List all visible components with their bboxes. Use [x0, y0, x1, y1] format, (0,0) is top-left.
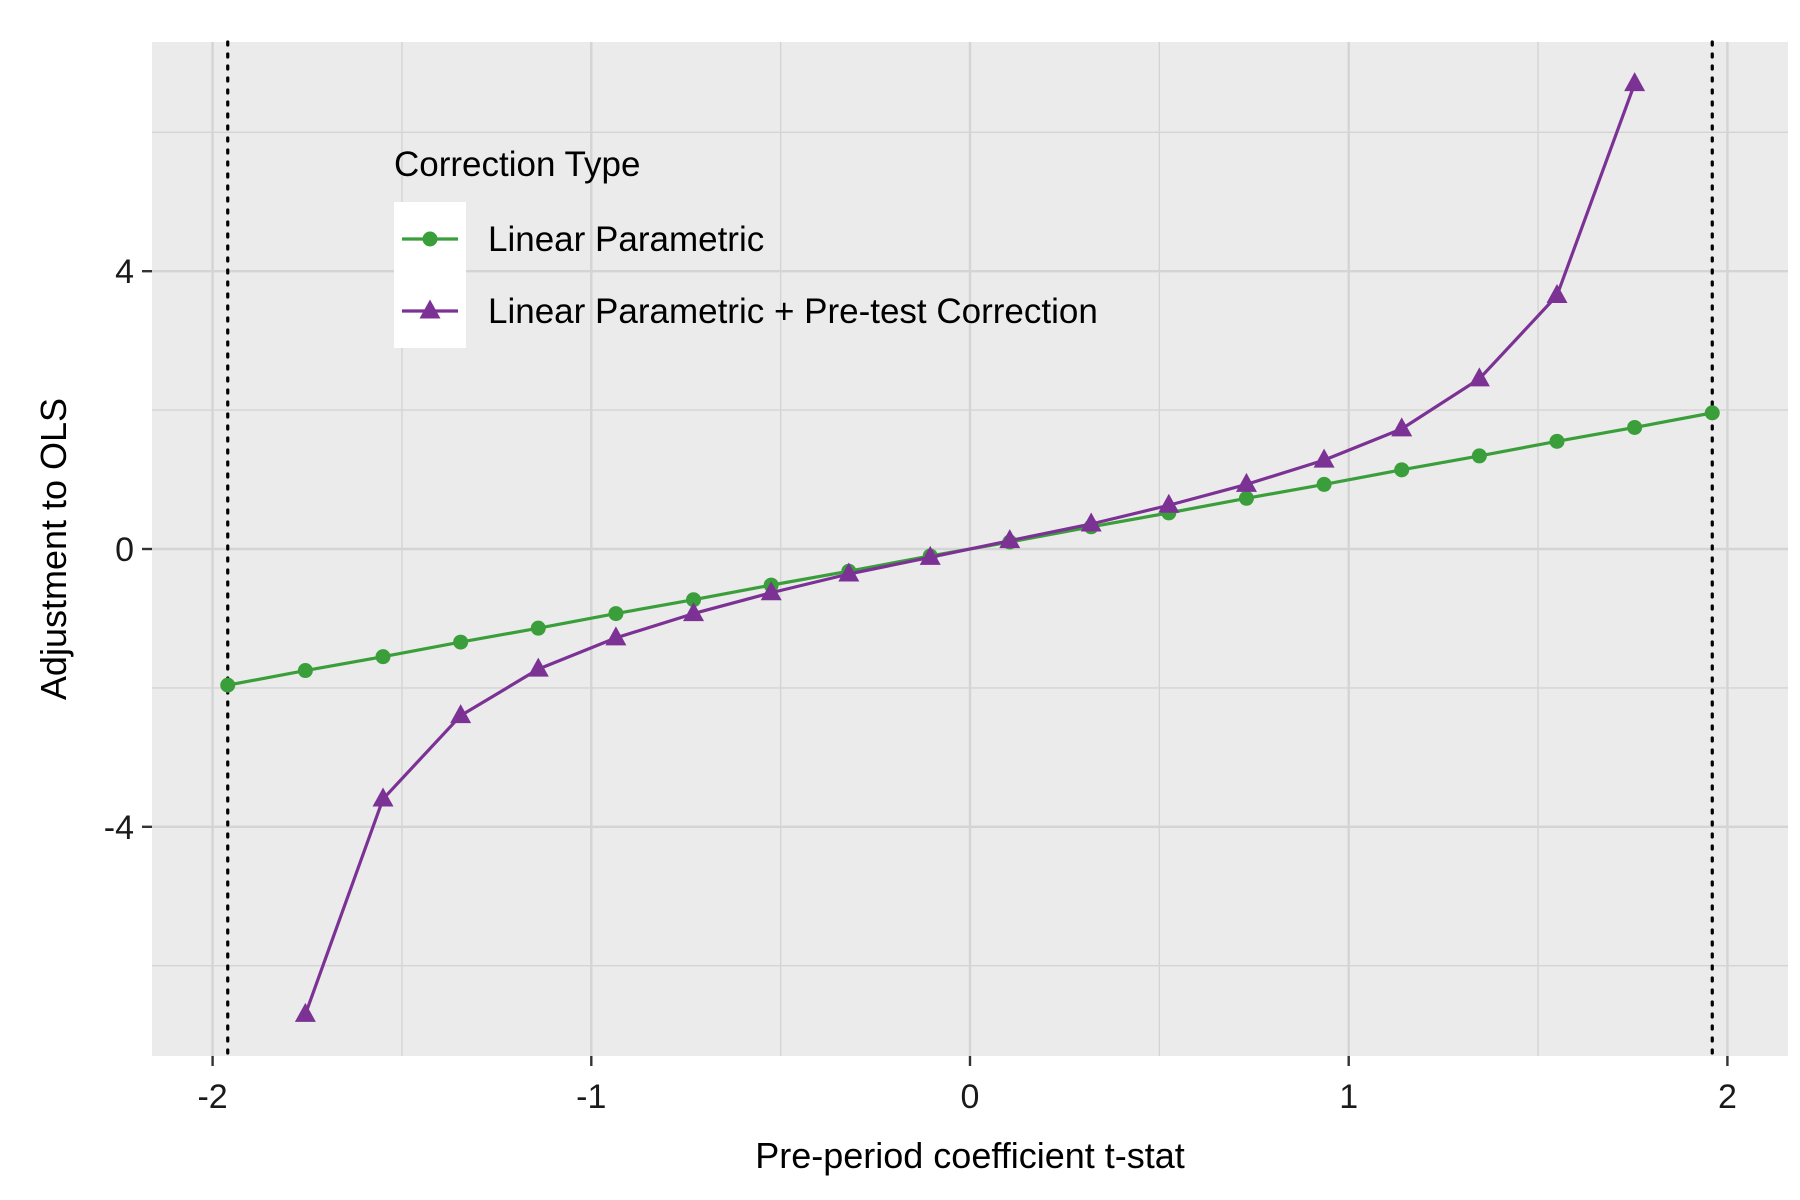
- reference-lines: [226, 40, 1714, 1058]
- y-axis: -4 0 4: [104, 253, 152, 847]
- data-point: [297, 663, 313, 679]
- data-point: [1391, 417, 1413, 437]
- data-point: [999, 529, 1021, 549]
- data-point: [605, 626, 627, 646]
- data-point: [1624, 72, 1646, 92]
- data-point: [1235, 472, 1257, 492]
- series-2: [294, 72, 1646, 1022]
- legend-key-background: [394, 202, 466, 348]
- legend-title: Correction Type: [394, 145, 640, 184]
- data-point: [683, 602, 705, 622]
- data-point: [1394, 462, 1410, 478]
- data-point: [608, 606, 624, 622]
- data-point: [294, 1002, 316, 1022]
- series-layer: [220, 72, 1720, 1022]
- data-point: [1316, 476, 1332, 492]
- y-tick-label: 4: [115, 253, 134, 291]
- data-point: [527, 657, 549, 677]
- legend-items: Linear Parametric Linear Parametric + Pre…: [402, 220, 1098, 331]
- legend-item: Linear Parametric: [402, 220, 764, 259]
- data-point: [375, 649, 391, 665]
- data-point: [1238, 490, 1254, 506]
- legend-label: Linear Parametric: [488, 220, 764, 259]
- x-axis: -2 -1 0 1 2: [197, 1056, 1737, 1116]
- y-axis-title: Adjustment to OLS: [33, 398, 74, 700]
- x-tick-label: 2: [1718, 1078, 1737, 1116]
- data-point: [453, 634, 469, 650]
- series-line: [303, 83, 1637, 1015]
- data-point: [838, 562, 860, 582]
- x-tick-label: -2: [197, 1078, 227, 1116]
- data-point: [1468, 367, 1490, 387]
- data-point: [220, 677, 236, 693]
- data-point: [686, 592, 702, 608]
- data-point: [1313, 448, 1335, 468]
- data-point: [1704, 405, 1720, 421]
- data-point: [450, 704, 472, 724]
- legend-item: Linear Parametric + Pre-test Correction: [402, 292, 1098, 331]
- legend-label: Linear Parametric + Pre-test Correction: [488, 292, 1098, 331]
- x-tick-label: -1: [576, 1078, 606, 1116]
- data-point: [372, 787, 394, 807]
- data-point: [1471, 448, 1487, 464]
- data-point: [1627, 419, 1643, 435]
- x-tick-label: 0: [961, 1078, 980, 1116]
- data-point: [919, 545, 941, 565]
- legend-marker: [422, 231, 438, 247]
- legend: Correction Type Linear ParametricLinear …: [394, 145, 1098, 348]
- x-tick-label: 1: [1339, 1078, 1358, 1116]
- x-axis-title: Pre-period coefficient t-stat: [755, 1135, 1185, 1176]
- data-point: [1546, 284, 1568, 303]
- data-point: [1080, 512, 1102, 532]
- data-point: [1158, 493, 1180, 513]
- legend-marker: [419, 299, 441, 319]
- data-point: [530, 620, 546, 636]
- y-tick-label: 0: [115, 531, 134, 569]
- y-tick-label: -4: [104, 809, 134, 847]
- data-point: [760, 581, 782, 601]
- data-point: [1549, 433, 1565, 449]
